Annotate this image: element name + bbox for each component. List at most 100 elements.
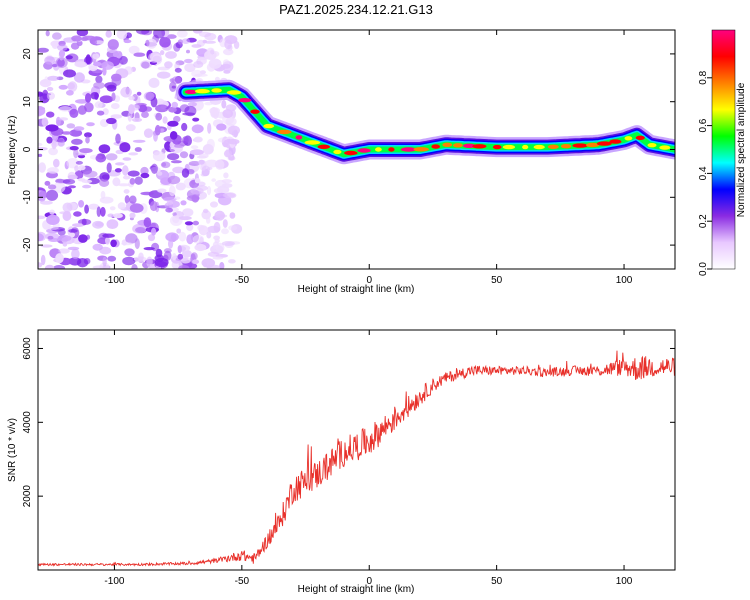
noise-blob bbox=[190, 145, 199, 150]
ridge-core bbox=[659, 145, 671, 150]
noise-blob bbox=[128, 45, 140, 55]
noise-blob bbox=[55, 253, 64, 264]
noise-blob bbox=[187, 101, 197, 107]
spectrogram-y-tick-label: -20 bbox=[22, 237, 33, 252]
noise-blob bbox=[194, 73, 208, 77]
noise-blob bbox=[148, 52, 162, 63]
ridge-core bbox=[226, 90, 242, 95]
noise-blob bbox=[75, 99, 89, 104]
noise-blob bbox=[119, 142, 131, 153]
noise-blob bbox=[88, 203, 99, 210]
snr-y-label: SNR (10 * v/v) bbox=[7, 418, 18, 482]
noise-blob bbox=[122, 165, 129, 176]
colorbar-label: Normalized spectral amplitude bbox=[736, 82, 747, 217]
noise-blob bbox=[111, 103, 120, 110]
noise-blob bbox=[206, 185, 212, 196]
spectrogram-x-axis: -100 -50 0 50 100 bbox=[104, 30, 633, 286]
noise-blob bbox=[129, 212, 136, 219]
noise-blob bbox=[58, 248, 70, 254]
noise-blob bbox=[182, 136, 189, 144]
noise-blob bbox=[131, 117, 143, 122]
noise-blob bbox=[47, 75, 60, 81]
noise-blob bbox=[74, 165, 79, 172]
snr-panel: -100 -50 0 50 100 2000 4000 6000 Height of str… bbox=[7, 329, 676, 595]
noise-blob bbox=[133, 52, 146, 57]
noise-blob bbox=[112, 177, 121, 187]
noise-blob bbox=[78, 165, 86, 171]
colorbar-tick-label: 0.4 bbox=[698, 166, 709, 180]
noise-blob bbox=[193, 30, 203, 34]
noise-blob bbox=[38, 142, 43, 147]
ridge-core bbox=[462, 143, 476, 148]
noise-blob bbox=[231, 130, 239, 138]
noise-blob bbox=[172, 253, 177, 261]
noise-blob bbox=[186, 49, 190, 54]
noise-blob bbox=[182, 249, 192, 258]
noise-blob bbox=[92, 40, 98, 45]
noise-blob bbox=[84, 204, 89, 214]
noise-blob bbox=[124, 248, 135, 257]
noise-blob bbox=[178, 231, 187, 242]
noise-blob bbox=[92, 53, 100, 60]
noise-blob bbox=[38, 262, 43, 268]
noise-blob bbox=[181, 122, 188, 132]
noise-blob bbox=[136, 91, 142, 96]
noise-blob bbox=[75, 160, 83, 165]
noise-blob bbox=[53, 182, 66, 193]
noise-blob bbox=[222, 109, 233, 119]
noise-blob bbox=[192, 259, 200, 265]
noise-blob bbox=[193, 136, 203, 143]
spectrogram-y-tick-label: 10 bbox=[22, 96, 33, 108]
noise-blob bbox=[184, 221, 194, 226]
noise-blob bbox=[67, 174, 78, 180]
noise-blob bbox=[222, 48, 234, 56]
noise-blob bbox=[138, 104, 148, 113]
noise-blob bbox=[83, 258, 91, 265]
noise-blob bbox=[94, 101, 103, 109]
noise-blob bbox=[66, 90, 74, 96]
colorbar-ticks: 0.0 0.2 0.4 0.6 0.8 bbox=[698, 70, 712, 276]
noise-blob bbox=[62, 178, 76, 185]
noise-blob bbox=[52, 265, 66, 269]
noise-blob bbox=[171, 76, 182, 85]
noise-blob bbox=[160, 105, 167, 110]
spectrogram-x-tick-label: 0 bbox=[366, 275, 372, 286]
ridge-core bbox=[375, 147, 382, 152]
ridge-core bbox=[596, 141, 612, 146]
noise-blob bbox=[122, 256, 136, 266]
noise-blob bbox=[55, 57, 68, 68]
noise-blob bbox=[154, 124, 161, 136]
noise-blob bbox=[86, 122, 95, 127]
ridge-core bbox=[647, 143, 657, 148]
ridge-core bbox=[522, 144, 529, 150]
noise-blob bbox=[47, 225, 59, 230]
ridge-core bbox=[211, 88, 222, 93]
noise-blob bbox=[154, 257, 169, 268]
noise-blob bbox=[184, 58, 193, 64]
noise-blob bbox=[136, 30, 150, 35]
noise-blob bbox=[46, 86, 54, 92]
noise-blob bbox=[98, 144, 111, 154]
noise-blob bbox=[174, 67, 182, 73]
noise-blob bbox=[212, 241, 219, 250]
noise-blob bbox=[140, 191, 154, 196]
noise-blob bbox=[44, 180, 51, 186]
noise-blob bbox=[188, 161, 201, 166]
noise-blob bbox=[81, 179, 93, 184]
ridge-core bbox=[184, 89, 197, 95]
noise-blob bbox=[113, 213, 123, 219]
noise-blob bbox=[229, 212, 236, 219]
snr-frame bbox=[37, 329, 676, 571]
ridge-core bbox=[357, 148, 371, 153]
noise-blob bbox=[88, 65, 98, 72]
noise-blob bbox=[111, 92, 116, 101]
noise-blob bbox=[38, 47, 49, 53]
noise-blob bbox=[110, 239, 117, 248]
noise-blob bbox=[206, 47, 215, 55]
noise-blob bbox=[221, 99, 227, 109]
noise-blob bbox=[192, 220, 199, 226]
noise-blob bbox=[221, 63, 231, 69]
noise-blob bbox=[40, 200, 53, 205]
ridge-core bbox=[560, 144, 572, 149]
